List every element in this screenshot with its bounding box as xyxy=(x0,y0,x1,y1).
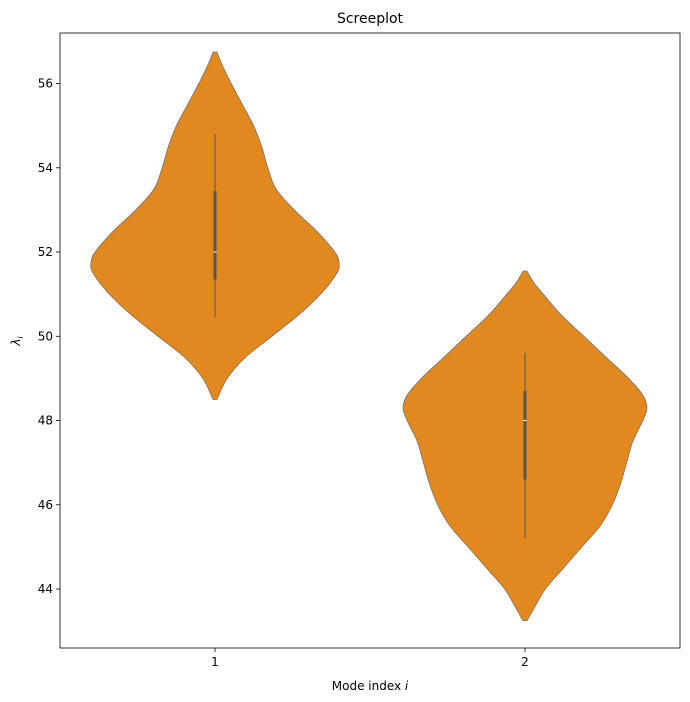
x-tick-label-1: 1 xyxy=(211,655,219,669)
y-tick-label-52: 52 xyxy=(38,245,53,259)
x-axis-label: Mode index i xyxy=(332,679,409,693)
y-axis-label-symbol: λ xyxy=(9,339,23,347)
y-tick-label-54: 54 xyxy=(38,161,53,175)
y-axis-label-subscript: i xyxy=(16,336,25,339)
y-tick-label-48: 48 xyxy=(38,414,53,428)
chart-title: Screeplot xyxy=(337,11,404,27)
y-tick-label-50: 50 xyxy=(38,329,53,343)
x-axis-label-text: Mode index xyxy=(332,679,405,693)
y-tick-label-56: 56 xyxy=(38,77,53,91)
plot-frame xyxy=(59,32,681,649)
y-axis: 44 46 48 50 52 54 56 xyxy=(38,77,60,596)
y-axis-label: λi xyxy=(9,336,25,347)
x-axis-label-variable: i xyxy=(405,679,409,693)
y-tick-label-44: 44 xyxy=(38,582,53,596)
y-tick-label-46: 46 xyxy=(38,498,53,512)
x-tick-label-2: 2 xyxy=(521,655,529,669)
violins-layer xyxy=(90,51,648,621)
